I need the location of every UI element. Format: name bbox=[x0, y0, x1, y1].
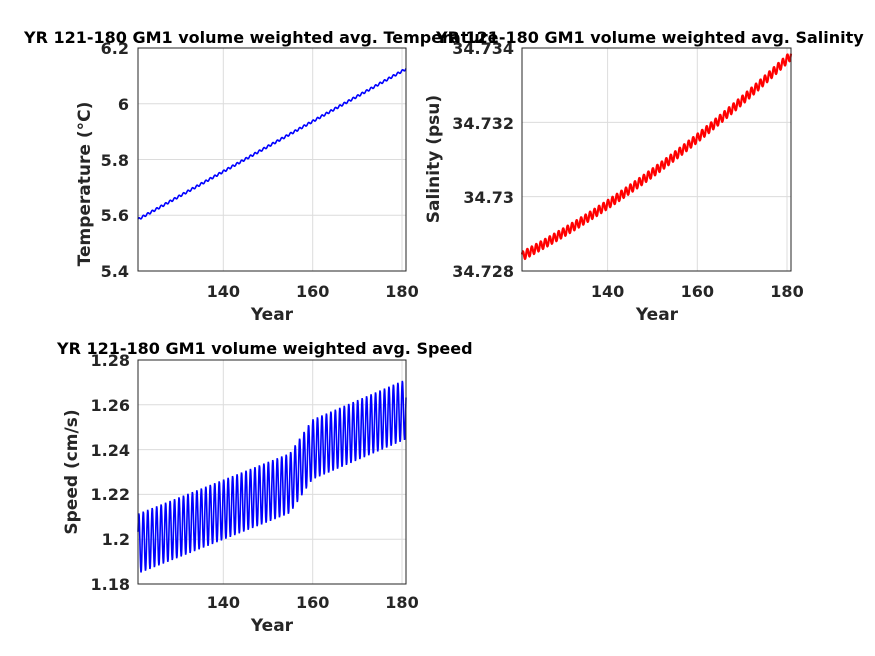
speed-x-tick-label: 140 bbox=[207, 593, 240, 612]
salinity-x-tick-label: 180 bbox=[770, 282, 803, 301]
temperature-y-axis-label: Temperature (°C) bbox=[75, 102, 95, 267]
speed-y-tick-label: 1.26 bbox=[91, 396, 130, 415]
temperature-chart-title: YR 121-180 GM1 volume weighted avg. Temp… bbox=[23, 28, 499, 47]
salinity-series-line bbox=[520, 53, 793, 261]
speed-y-tick-label: 1.18 bbox=[91, 575, 130, 594]
temperature-x-tick-label: 160 bbox=[296, 282, 329, 301]
speed-x-tick-label: 180 bbox=[385, 593, 418, 612]
speed-panel: 140 160 180 1.18 1.2 1.22 1.24 1.26 1.28… bbox=[62, 351, 419, 636]
speed-x-tick-label: 160 bbox=[296, 593, 329, 612]
salinity-chart-title: YR 121-180 GM1 volume weighted avg. Sali… bbox=[435, 28, 864, 47]
temperature-x-tick-label: 180 bbox=[385, 282, 418, 301]
speed-y-tick-label: 1.28 bbox=[91, 351, 130, 370]
speed-series-line bbox=[137, 380, 407, 573]
salinity-axes-frame bbox=[521, 47, 792, 272]
speed-y-tick-label: 1.24 bbox=[91, 441, 130, 460]
speed-y-tick-label: 1.22 bbox=[91, 485, 130, 504]
temperature-y-tick-label: 5.8 bbox=[101, 151, 129, 170]
temperature-y-tick-label: 5.6 bbox=[101, 206, 129, 225]
temperature-x-tick-label: 140 bbox=[207, 282, 240, 301]
speed-chart-title: YR 121-180 GM1 volume weighted avg. Spee… bbox=[56, 339, 473, 358]
salinity-y-tick-label: 34.73 bbox=[463, 188, 514, 207]
speed-axes-frame bbox=[137, 359, 407, 585]
salinity-x-tick-label: 140 bbox=[591, 282, 624, 301]
salinity-y-tick-label: 34.728 bbox=[452, 262, 514, 281]
temperature-series-line bbox=[137, 68, 407, 220]
salinity-x-axis-label: Year bbox=[635, 305, 679, 325]
salinity-x-tick-label: 160 bbox=[681, 282, 714, 301]
salinity-y-axis-label: Salinity (psu) bbox=[424, 95, 444, 223]
speed-y-tick-label: 1.2 bbox=[102, 530, 130, 549]
temperature-x-axis-label: Year bbox=[250, 305, 294, 325]
temperature-y-tick-label: 6.2 bbox=[101, 39, 129, 58]
temperature-y-tick-label: 6 bbox=[118, 95, 129, 114]
speed-y-axis-label: Speed (cm/s) bbox=[62, 409, 82, 534]
temperature-y-tick-label: 5.4 bbox=[101, 262, 129, 281]
salinity-y-tick-label: 34.734 bbox=[452, 39, 514, 58]
temperature-panel: 140 160 180 5.4 5.6 5.8 6 6.2 Year Tempe… bbox=[75, 39, 419, 325]
salinity-panel: 140 160 180 34.728 34.73 34.732 34.734 Y… bbox=[424, 39, 804, 325]
temperature-axes-frame bbox=[137, 47, 407, 272]
salinity-y-tick-label: 34.732 bbox=[452, 114, 514, 133]
speed-x-axis-label: Year bbox=[250, 616, 294, 636]
